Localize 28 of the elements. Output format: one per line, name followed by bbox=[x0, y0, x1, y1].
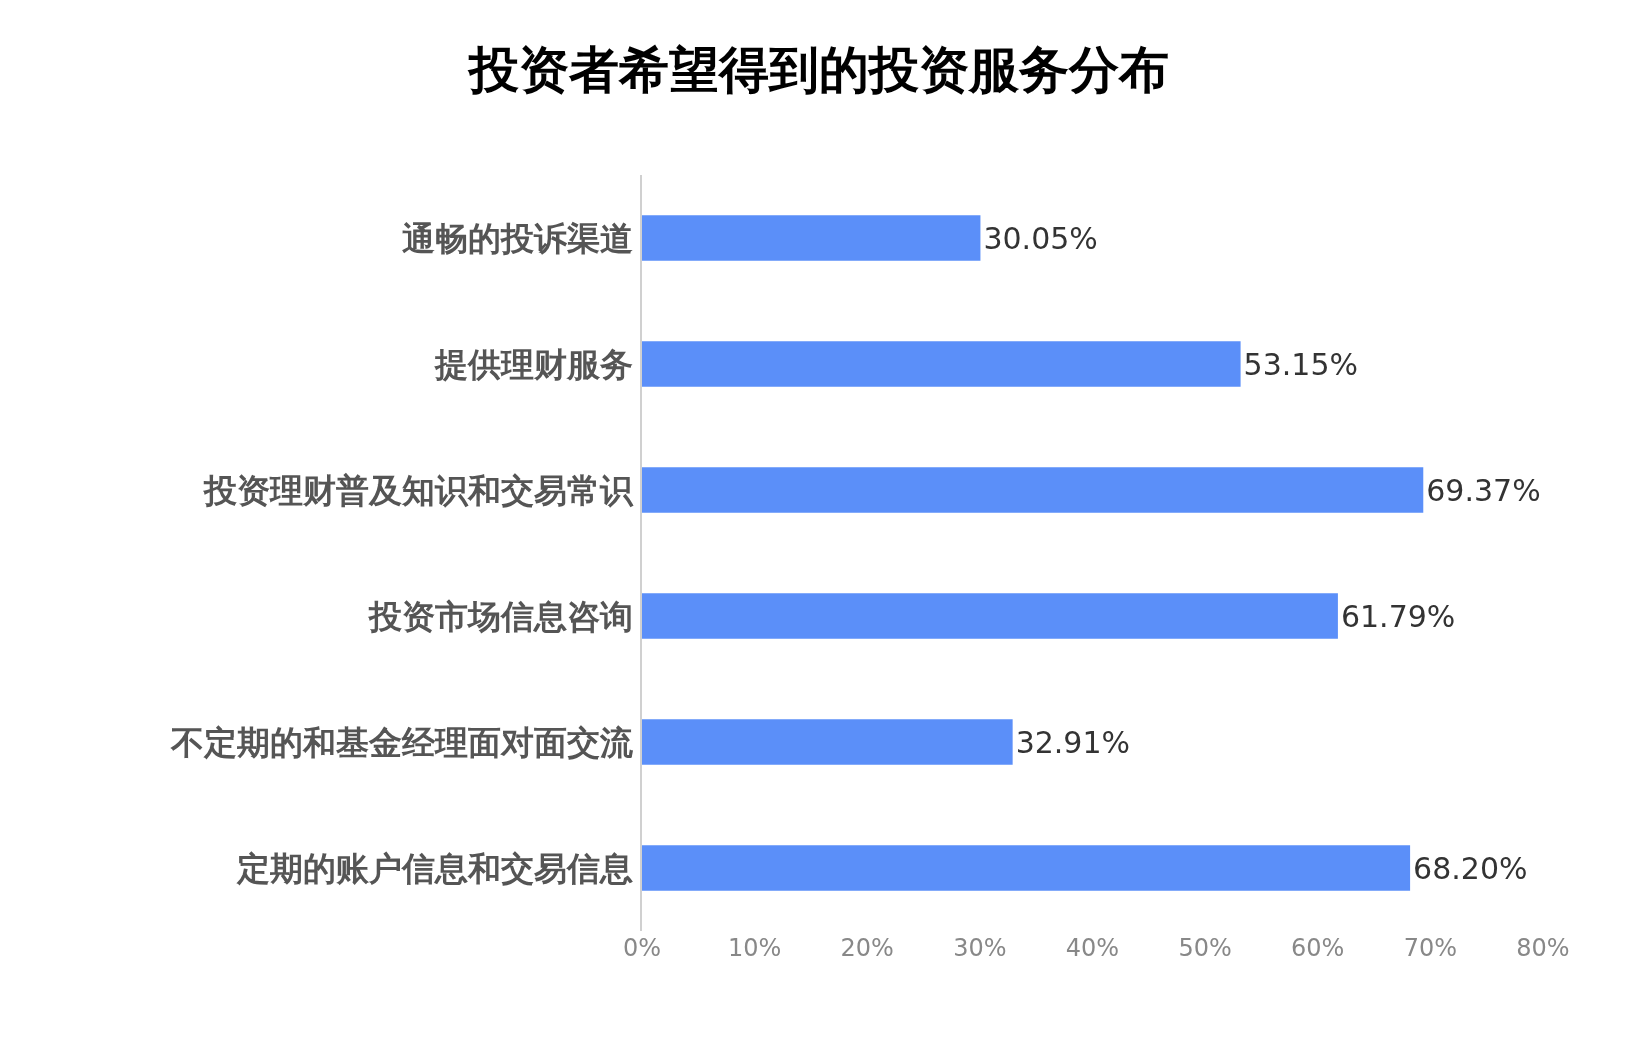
bar bbox=[642, 215, 981, 261]
y-tick-label: 提供理财服务 bbox=[434, 344, 634, 384]
bar bbox=[642, 341, 1241, 387]
bar bbox=[642, 467, 1424, 513]
data-label: 32.91% bbox=[1015, 724, 1131, 760]
data-label: 53.15% bbox=[1243, 346, 1358, 382]
y-tick-label: 投资理财普及知识和交易常识 bbox=[202, 470, 635, 510]
x-tick-label: 50% bbox=[1178, 934, 1232, 962]
x-tick-label: 60% bbox=[1291, 934, 1345, 962]
y-tick-label: 通畅的投诉渠道 bbox=[402, 218, 634, 258]
chart-title: 投资者希望得到的投资服务分布 bbox=[467, 41, 1169, 100]
x-tick-label: 0% bbox=[622, 934, 662, 962]
data-label: 69.37% bbox=[1426, 472, 1541, 508]
bar bbox=[642, 845, 1411, 891]
x-tick-label: 70% bbox=[1403, 934, 1458, 962]
bar bbox=[642, 719, 1013, 765]
x-tick-label: 30% bbox=[953, 934, 1007, 962]
data-label: 68.20% bbox=[1413, 850, 1528, 886]
x-tick-label: 10% bbox=[727, 934, 782, 962]
y-tick-label: 不定期的和基金经理面对面交流 bbox=[170, 722, 635, 762]
x-tick-label: 40% bbox=[1065, 934, 1120, 962]
x-tick-label: 20% bbox=[840, 934, 894, 962]
bar bbox=[642, 593, 1338, 639]
data-label: 61.79% bbox=[1340, 598, 1456, 634]
x-tick-label: 80% bbox=[1516, 934, 1570, 962]
y-tick-label: 定期的账户信息和交易信息 bbox=[236, 848, 634, 888]
y-tick-label: 投资市场信息咨询 bbox=[367, 596, 634, 636]
data-label: 30.05% bbox=[983, 220, 1098, 256]
